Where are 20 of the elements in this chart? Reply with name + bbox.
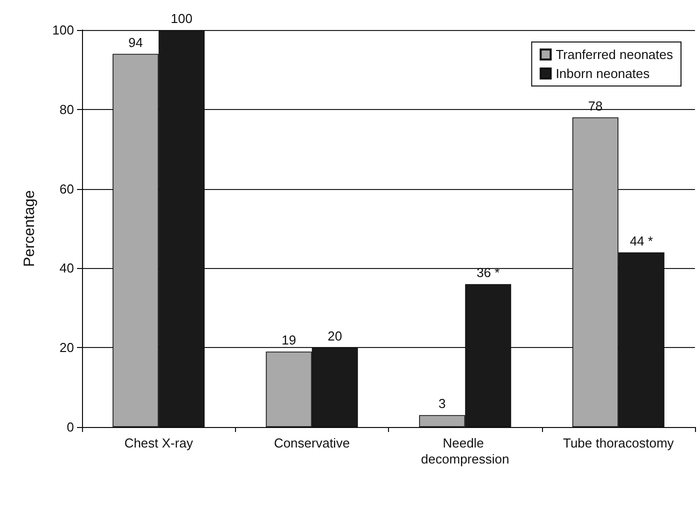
y-tick-label: 40 bbox=[60, 260, 74, 276]
y-axis-title: Percentage bbox=[21, 190, 38, 267]
data-label: 19 bbox=[282, 332, 296, 348]
data-label: 100 bbox=[170, 11, 192, 26]
data-label: 36 * bbox=[476, 265, 500, 280]
y-tick-label: 60 bbox=[60, 181, 74, 196]
data-label: 3 bbox=[438, 396, 446, 412]
x-tick-label: Needle decompression bbox=[421, 436, 510, 466]
y-tick-label: 80 bbox=[60, 102, 74, 117]
x-tick-label: Chest X-ray bbox=[124, 436, 194, 450]
y-tick-label: 0 bbox=[66, 420, 74, 434]
y-tick-label: 20 bbox=[60, 340, 74, 356]
data-label: 20 bbox=[328, 328, 342, 344]
legend-label: Inborn neonates bbox=[556, 66, 650, 81]
x-tick-label: Tube thoracostomy bbox=[562, 436, 674, 450]
y-tick-label: 100 bbox=[52, 22, 74, 38]
data-label: 94 bbox=[128, 34, 143, 50]
x-tick-label: Conservative bbox=[274, 436, 350, 450]
legend-label: Tranferred neonates bbox=[556, 47, 674, 62]
data-label: 44 * bbox=[630, 233, 653, 248]
